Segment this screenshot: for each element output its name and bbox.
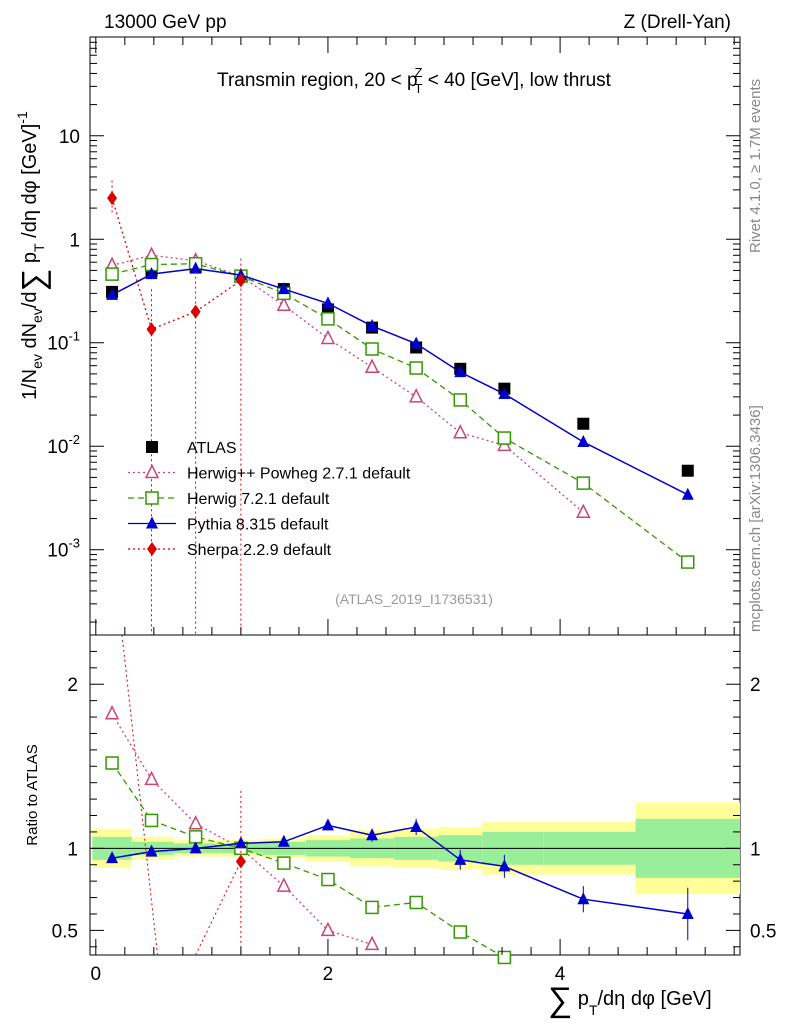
legend-marker: [145, 491, 159, 505]
ratio-y-tick-label: 1: [750, 839, 761, 860]
data-point: [145, 267, 158, 280]
y-tick-label: 10: [59, 127, 80, 148]
header-left: 13000 GeV pp: [104, 12, 227, 33]
series-line: [111, 267, 689, 496]
data-point: [453, 393, 468, 407]
data-point: [364, 358, 380, 373]
ratio-y-label: Ratio to ATLAS: [24, 744, 41, 845]
data-point: [498, 386, 511, 399]
data-point: [408, 388, 424, 403]
x-tick-label: 4: [555, 964, 566, 985]
y-tick-label: 10-1: [47, 329, 80, 355]
data-point: [681, 555, 695, 569]
data-point: [577, 417, 590, 430]
ratio-point: [188, 830, 203, 844]
series-line: [111, 197, 242, 331]
x-axis-label: ∑ pT/dη dφ [GeV]: [548, 981, 712, 1019]
header-right: Z (Drell-Yan): [624, 12, 731, 33]
data-point: [409, 361, 423, 375]
ratio-point: [365, 900, 379, 915]
data-point: [189, 261, 202, 274]
ratio-line: [121, 634, 159, 956]
ratio-point: [409, 895, 423, 910]
data-point: [105, 267, 119, 281]
ratio-y-tick-label: 1: [67, 839, 78, 860]
ratio-panel: 0.5 0.5 1 1 2 2 Ratio to ATLAS 0 2 4 ∑ pT/dη dφ…: [24, 37, 776, 1019]
legend-marker: [144, 463, 160, 479]
legend-marker: [146, 441, 158, 453]
legend: ATLAS Herwig++ Powheg 2.7.1 default Herwig…: [128, 440, 411, 559]
main-panel: Transmin region, 20 < pZ T < 40 [GeV], lo…: [14, 36, 741, 636]
data-point: [276, 296, 292, 312]
ratio-line: [195, 861, 242, 956]
y-tick-label: 10-3: [47, 536, 80, 562]
legend-marker: [146, 516, 158, 529]
y-tick-label: 10-2: [47, 432, 80, 458]
main-title: Transmin region, 20 < pZ T < 40 [GeV], lo…: [217, 65, 612, 96]
x-tick-label: 0: [91, 964, 102, 985]
mcplots-label: mcplots.cern.ch [arXiv:1306.3436]: [747, 405, 764, 632]
ratio-point: [453, 925, 468, 939]
data-point: [277, 282, 290, 295]
data-point: [577, 434, 590, 447]
ratio-point: [105, 756, 119, 770]
legend-label: Pythia 8.315 default: [187, 517, 329, 534]
data-point: [681, 487, 694, 500]
x-tick-label: 2: [323, 964, 334, 985]
ratio-point: [144, 813, 159, 828]
ratio-point: [188, 815, 203, 830]
legend-label: Sherpa 2.2.9 default: [187, 542, 332, 559]
data-point: [321, 296, 334, 309]
data-point: [410, 336, 423, 349]
data-point: [454, 365, 467, 378]
ratio-point: [277, 856, 291, 870]
main-y-label: 1/Nev dNev/d∑ pT /dη dφ [GeV]-1: [14, 111, 51, 400]
ratio-y-tick-label: 0.5: [750, 921, 776, 942]
data-point: [497, 431, 512, 445]
ratio-y-tick-label: 2: [67, 675, 78, 696]
data-point: [320, 329, 336, 345]
rivet-label: Rivet 4.1.0, ≥ 1.7M events: [747, 79, 764, 253]
legend-label: Herwig 7.2.1 default: [187, 491, 330, 508]
data-point: [576, 503, 591, 519]
data-point: [365, 342, 379, 356]
data-point: [366, 319, 379, 332]
ratio-y-tick-label: 0.5: [52, 921, 78, 942]
data-point: [453, 424, 468, 439]
ratio-line: [111, 824, 688, 915]
data-point: [576, 476, 591, 490]
analysis-watermark: (ATLAS_2019_I1736531): [335, 591, 493, 607]
series-line: [111, 263, 689, 563]
data-point: [681, 464, 694, 477]
legend-label: ATLAS: [187, 440, 237, 457]
ratio-point: [144, 770, 159, 786]
data-point: [107, 191, 118, 206]
ratio-line: [111, 762, 505, 959]
ratio-point: [320, 921, 336, 937]
ratio-point: [276, 877, 292, 892]
ratio-point: [104, 705, 120, 720]
data-point: [106, 287, 119, 300]
ratio-point: [364, 935, 380, 951]
ratio-point: [497, 950, 512, 965]
y-tick-label: 1: [69, 230, 80, 251]
legend-label: Herwig++ Powheg 2.7.1 default: [187, 466, 411, 483]
ratio-point: [321, 872, 335, 887]
legend-marker: [147, 542, 157, 556]
data-point: [321, 312, 335, 326]
ratio-y-tick-label: 2: [750, 675, 761, 696]
